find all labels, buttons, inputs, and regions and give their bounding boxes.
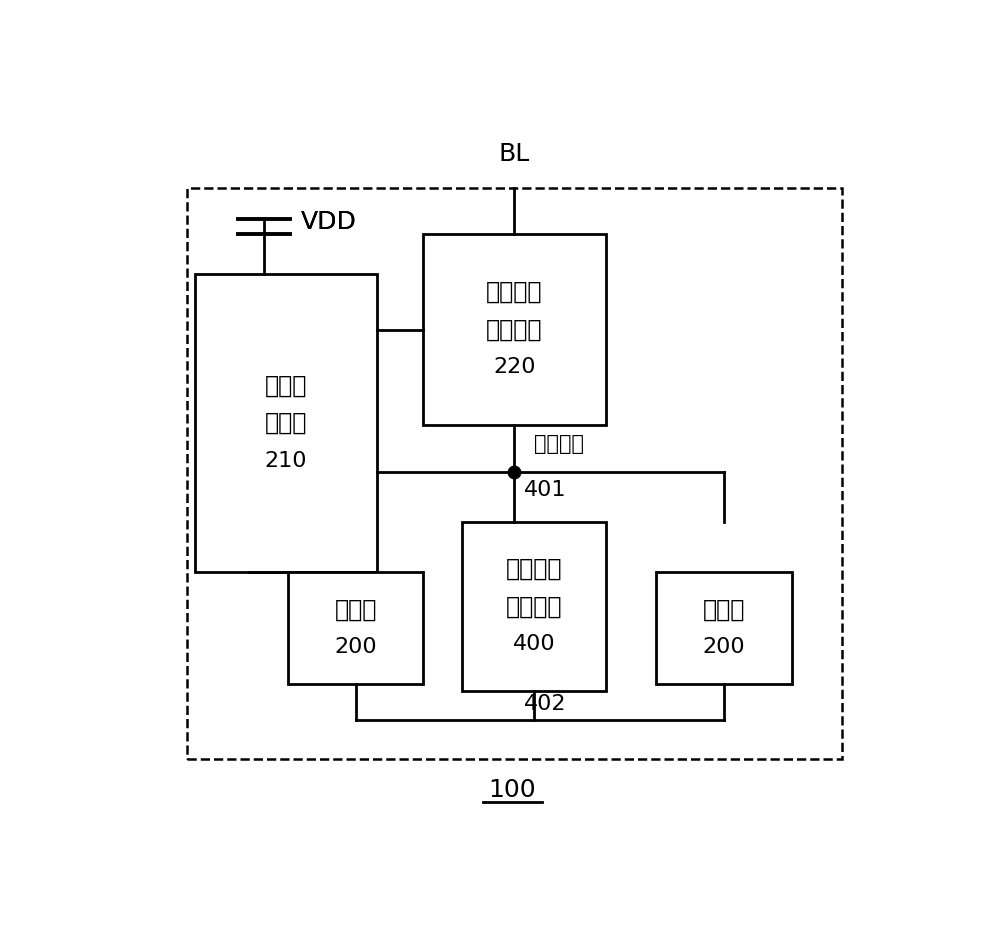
Text: 预充放: 预充放 [265, 374, 307, 398]
Text: 设置电路: 设置电路 [486, 318, 543, 342]
Bar [656, 573, 792, 684]
Text: 公共数据: 公共数据 [506, 557, 562, 581]
Bar [423, 234, 606, 425]
Text: VDD: VDD [301, 210, 357, 234]
Text: 感测节点: 感测节点 [534, 433, 584, 454]
Text: 220: 220 [493, 357, 536, 377]
Text: BL: BL [499, 142, 530, 166]
Text: 传输电路: 传输电路 [506, 595, 562, 618]
Bar [187, 188, 842, 759]
Bar [195, 274, 377, 573]
Text: 锁存器: 锁存器 [703, 598, 745, 621]
Text: 锁存器: 锁存器 [334, 598, 377, 621]
Text: 402: 402 [524, 694, 566, 714]
Text: 200: 200 [702, 637, 745, 657]
Text: 210: 210 [265, 450, 307, 471]
Text: VDD: VDD [301, 210, 357, 234]
Text: 位线电压: 位线电压 [486, 280, 543, 304]
Bar [288, 573, 423, 684]
Text: 200: 200 [334, 637, 377, 657]
Text: 电电路: 电电路 [265, 411, 307, 435]
Text: 400: 400 [512, 634, 555, 654]
Text: 100: 100 [489, 778, 536, 802]
Text: 401: 401 [524, 480, 566, 500]
Bar [462, 522, 606, 691]
